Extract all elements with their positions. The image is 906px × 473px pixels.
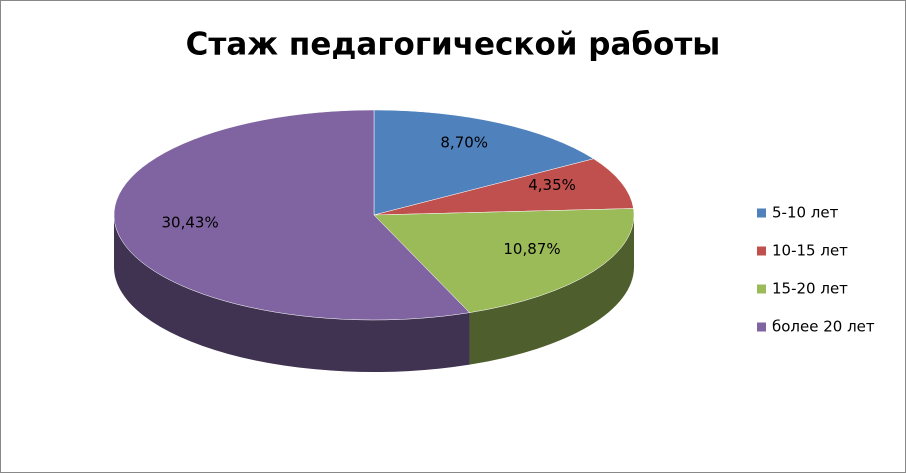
legend-label: более 20 лет xyxy=(772,318,875,336)
slice-side xyxy=(114,215,470,373)
data-label: 4,35% xyxy=(528,176,576,194)
legend-label: 5-10 лет xyxy=(772,204,839,222)
slice-side xyxy=(469,215,634,365)
slice xyxy=(373,158,634,216)
data-label: 10,87% xyxy=(503,240,560,258)
legend-swatch xyxy=(757,322,766,332)
slice xyxy=(373,208,635,313)
chart-title: Стаж педагогической работы xyxy=(186,27,721,63)
legend-swatch xyxy=(757,208,766,218)
legend-label: 15-20 лет xyxy=(772,280,848,298)
data-label: 30,43% xyxy=(162,214,219,232)
slice xyxy=(373,109,595,216)
slice xyxy=(113,109,471,321)
legend-label: 10-15 лет xyxy=(772,242,848,260)
legend-swatch xyxy=(757,246,766,256)
data-label: 8,70% xyxy=(440,133,488,151)
legend-swatch xyxy=(757,284,766,294)
